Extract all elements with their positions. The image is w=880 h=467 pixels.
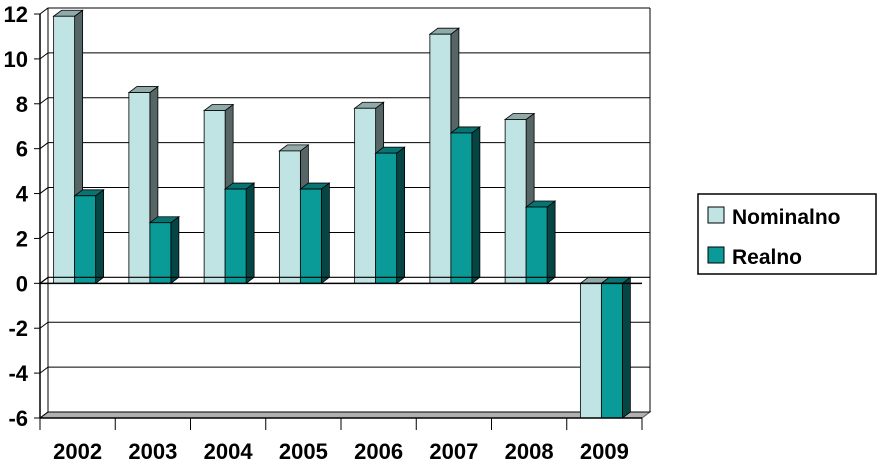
- bar-realno-2003: [148, 215, 181, 285]
- zero-back-line: [39, 276, 650, 284]
- y-tick-label: 0: [16, 271, 28, 296]
- bar-realno-2002-front: [74, 195, 97, 284]
- bar-nominalno-2008-front: [504, 119, 527, 284]
- bar-realno-2005-side: [320, 182, 330, 285]
- bar-realno-2007-side: [471, 126, 481, 285]
- bar-realno-2008-side: [546, 200, 556, 285]
- bar-nominalno-2009-front: [579, 282, 602, 419]
- legend-label-realno: Realno: [732, 246, 802, 269]
- gridline: [39, 7, 650, 15]
- bar-realno-2004-side: [245, 182, 255, 285]
- x-tick-label: 2005: [279, 439, 328, 464]
- bar-realno-2002: [73, 189, 105, 285]
- y-tick-label: -2: [8, 316, 28, 341]
- y-tick-label: 8: [16, 92, 28, 117]
- y-tick-label: 2: [16, 226, 28, 251]
- y-tick-label: 6: [16, 137, 28, 162]
- bar-realno-2006-front: [375, 152, 398, 284]
- bar-nominalno-2004-front: [203, 110, 226, 284]
- bar-realno-2005: [299, 182, 331, 285]
- y-tick-label: -4: [8, 361, 28, 386]
- legend: Nominalno Realno: [697, 193, 877, 275]
- x-tick-label: 2009: [580, 439, 629, 464]
- bar-realno-2008-front: [525, 206, 548, 284]
- bar-nominalno-2003-front: [128, 92, 151, 284]
- gridlines: [38, 7, 652, 419]
- bar-realno-2006-side: [396, 146, 406, 285]
- bar-realno-2009-side: [621, 276, 631, 419]
- bar-realno-2008: [524, 200, 557, 285]
- bar-realno-2009: [600, 276, 632, 419]
- y-tick-label: 4: [16, 182, 29, 207]
- x-tick-label: 2002: [53, 439, 102, 464]
- x-tick-label: 2003: [128, 439, 177, 464]
- bar-nominalno-2007-front: [429, 33, 452, 284]
- bar-realno-2007: [449, 126, 482, 285]
- bar-realno-2007-front: [450, 132, 473, 284]
- bar-realno-2004-front: [224, 188, 247, 284]
- x-tick-label: 2007: [429, 439, 478, 464]
- legend-swatch-nominalno: [707, 206, 725, 224]
- y-tick-label: 12: [4, 2, 28, 27]
- bars: [52, 9, 632, 419]
- bar-realno-2003-front: [149, 222, 172, 284]
- bar-realno-2003-side: [170, 215, 180, 285]
- chart-floor: [38, 411, 652, 419]
- x-tick-label: 2004: [204, 439, 254, 464]
- tick-labels: -6 -4 -2 0 2 4 6 8 10 12 2002 2003 2004 2005 2006 2007 2…: [4, 2, 629, 464]
- axes: [34, 13, 650, 430]
- y-tick-label: -6: [8, 406, 28, 431]
- bar-realno-2009-front: [600, 282, 623, 419]
- legend-label-nominalno: Nominalno: [732, 206, 841, 229]
- bar-realno-2002-side: [95, 189, 105, 285]
- legend-swatch-realno: [707, 246, 725, 264]
- bar-realno-2004: [223, 182, 256, 285]
- bar-nominalno-2005-front: [278, 150, 301, 284]
- bar-nominalno-2002-front: [53, 15, 76, 284]
- gridline: [39, 366, 650, 374]
- bar-realno-2006: [374, 146, 406, 285]
- x-tick-label: 2006: [354, 439, 403, 464]
- legend-box: [697, 193, 877, 275]
- bar-nominalno-2006-front: [354, 107, 377, 284]
- y-tick-label: 10: [4, 47, 28, 72]
- gridline: [39, 321, 650, 329]
- x-tick-label: 2008: [505, 439, 554, 464]
- bar-realno-2005-front: [299, 188, 322, 284]
- gridline: [39, 52, 650, 60]
